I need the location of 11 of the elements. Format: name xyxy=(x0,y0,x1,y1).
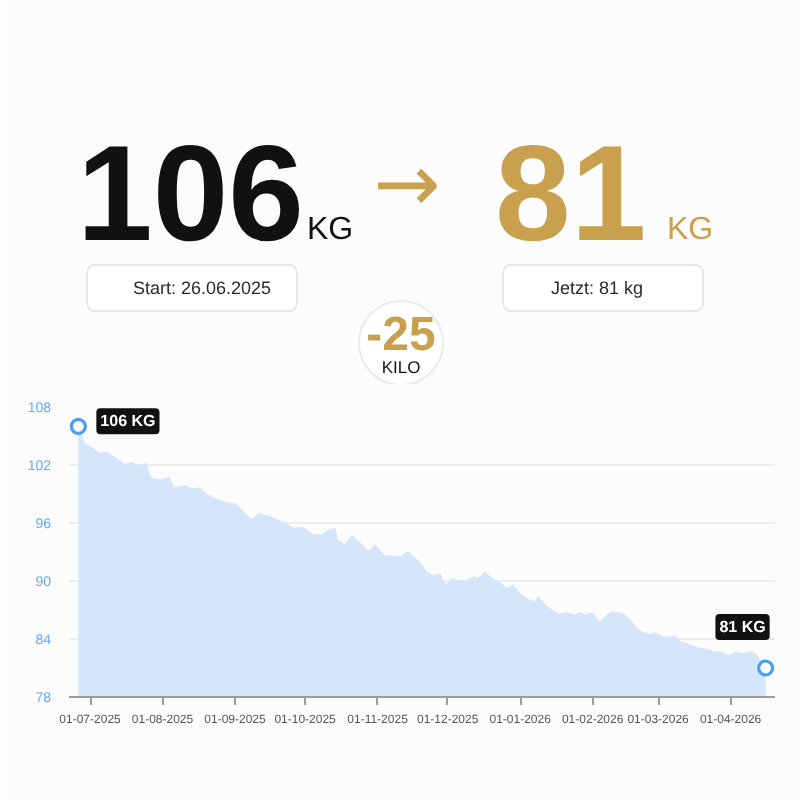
text: → xyxy=(373,139,441,231)
text: KG xyxy=(667,213,714,247)
annotation: 81 KG xyxy=(719,618,766,636)
annotation: 106 KG xyxy=(100,412,156,431)
text: 106 xyxy=(77,118,304,270)
text: 81 xyxy=(495,118,647,270)
text: KG xyxy=(307,213,354,247)
text: Start: 26.06.2025 xyxy=(133,278,272,298)
text: KILO xyxy=(381,357,422,377)
text: -25 xyxy=(366,308,436,362)
text: Jetzt: 81 kg xyxy=(551,278,644,298)
